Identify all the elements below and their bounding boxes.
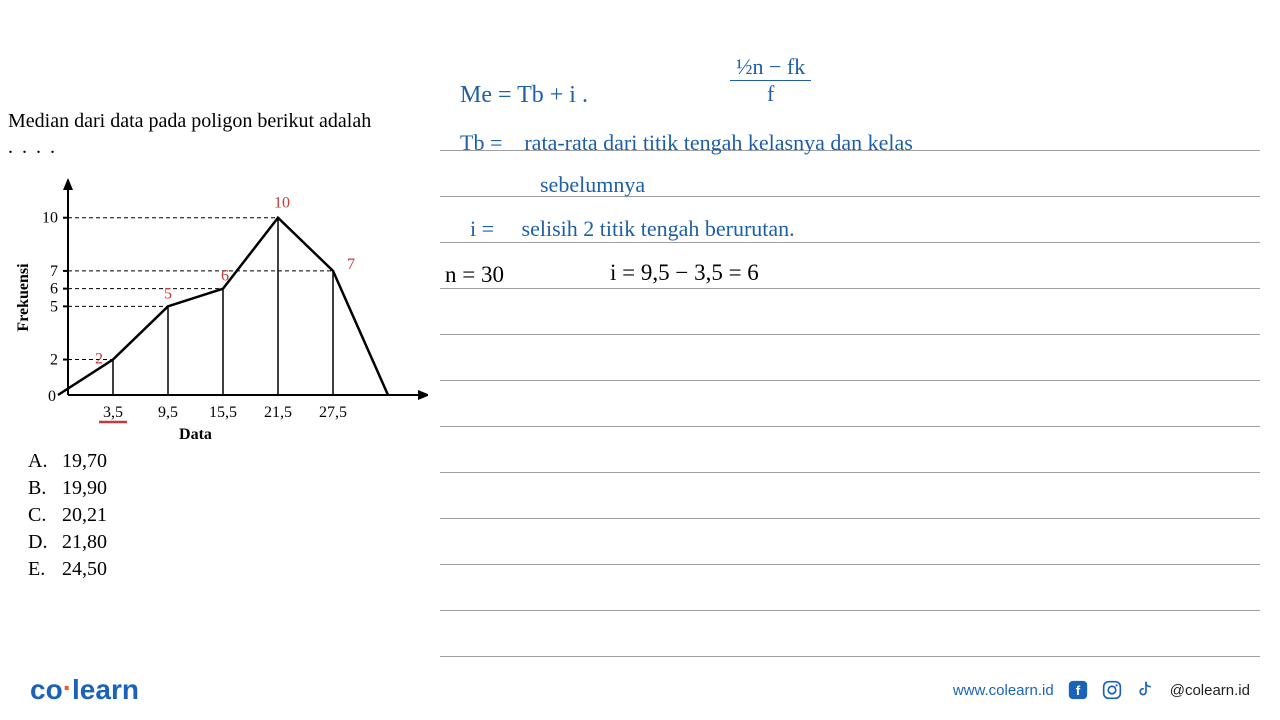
answer-option[interactable]: D.21,80 xyxy=(28,529,448,556)
note-tb: Tb = rata-rata dari titik tengah kelasny… xyxy=(460,130,913,156)
note-me-formula: Me = Tb + i . xyxy=(460,82,588,109)
social-handle: @colearn.id xyxy=(1170,682,1250,699)
footer-right: www.colearn.id f @colearn.id xyxy=(953,680,1250,700)
svg-text:9,5: 9,5 xyxy=(158,404,178,421)
question-block: Median dari data pada poligon berikut ad… xyxy=(8,108,448,583)
answer-options: A.19,70B.19,90C.20,21D.21,80E.24,50 xyxy=(8,448,448,583)
svg-text:7: 7 xyxy=(50,263,58,280)
svg-text:7: 7 xyxy=(347,256,355,273)
question-dots: . . . . xyxy=(8,136,57,158)
answer-option[interactable]: A.19,70 xyxy=(28,448,448,475)
website-link[interactable]: www.colearn.id xyxy=(953,682,1054,699)
svg-text:2: 2 xyxy=(95,351,103,368)
answer-option[interactable]: B.19,90 xyxy=(28,475,448,502)
svg-text:f: f xyxy=(1075,683,1080,698)
frequency-polygon-chart: 02567102561073,59,515,521,527,5DataFreku… xyxy=(8,170,428,440)
handwriting-area: Me = Tb + i . ½n − fk f Tb = rata-rata d… xyxy=(440,50,1260,660)
svg-text:5: 5 xyxy=(50,298,58,315)
svg-text:3,5: 3,5 xyxy=(103,404,123,421)
question-text: Median dari data pada poligon berikut ad… xyxy=(8,108,448,160)
svg-text:0: 0 xyxy=(48,388,56,405)
note-i-calc: i = 9,5 − 3,5 = 6 xyxy=(610,260,759,286)
note-i: i = selisih 2 titik tengah berurutan. xyxy=(470,216,795,242)
svg-text:Frekuensi: Frekuensi xyxy=(15,263,32,332)
note-fraction: ½n − fk f xyxy=(730,56,811,105)
svg-text:10: 10 xyxy=(42,210,58,227)
answer-option[interactable]: E.24,50 xyxy=(28,556,448,583)
svg-text:10: 10 xyxy=(274,195,290,212)
svg-text:15,5: 15,5 xyxy=(209,404,237,421)
svg-text:21,5: 21,5 xyxy=(264,404,292,421)
note-n: n = 30 xyxy=(445,262,504,288)
svg-text:2: 2 xyxy=(50,352,58,369)
answer-option[interactable]: C.20,21 xyxy=(28,502,448,529)
svg-text:27,5: 27,5 xyxy=(319,404,347,421)
svg-text:Data: Data xyxy=(179,426,212,440)
svg-text:5: 5 xyxy=(164,285,172,302)
logo: co·learn xyxy=(30,674,139,706)
footer: co·learn www.colearn.id f @colearn.id xyxy=(0,660,1280,720)
note-tb-cont: sebelumnya xyxy=(540,172,645,198)
svg-text:6: 6 xyxy=(221,268,229,285)
tiktok-icon[interactable] xyxy=(1136,680,1156,700)
facebook-icon[interactable]: f xyxy=(1068,680,1088,700)
svg-text:6: 6 xyxy=(50,281,58,298)
instagram-icon[interactable] xyxy=(1102,680,1122,700)
